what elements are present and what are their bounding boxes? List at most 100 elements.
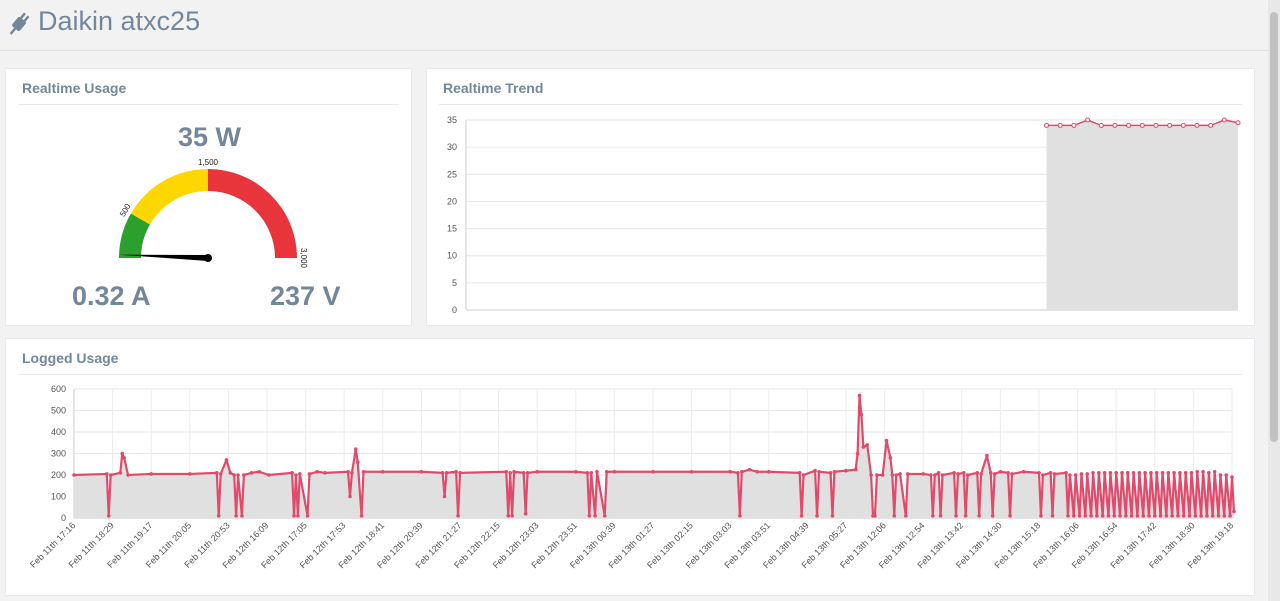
- logged-point: [1143, 471, 1147, 475]
- logged-point: [224, 458, 229, 462]
- power-value: 35 W: [178, 122, 242, 152]
- gauge-tick-label: 1,500: [198, 158, 219, 167]
- logged-point: [359, 514, 364, 518]
- logged-point: [249, 471, 254, 475]
- logged-line: [73, 394, 1236, 517]
- logged-point: [574, 469, 578, 474]
- logged-point: [975, 471, 980, 475]
- logged-point: [936, 471, 941, 475]
- logged-point: [1066, 514, 1070, 518]
- logged-point: [855, 451, 860, 456]
- logged-point: [381, 469, 385, 474]
- logged-point: [990, 514, 995, 518]
- logged-point: [797, 471, 802, 475]
- realtime-trend-panel: Realtime Trend 0 5 10 15 20 25 30 35: [426, 68, 1255, 326]
- logged-point: [1114, 471, 1118, 475]
- y-tick-label: 500: [51, 406, 66, 416]
- logged-point: [1100, 514, 1105, 518]
- trend-point: [1235, 120, 1241, 126]
- logged-point: [884, 438, 889, 443]
- logged-point: [458, 471, 462, 475]
- logged-point: [755, 469, 760, 474]
- logged-point: [830, 514, 835, 518]
- divider: [439, 104, 1242, 105]
- gauge-band-1: [130, 169, 208, 225]
- logged-point: [1124, 514, 1128, 518]
- logged-point: [1085, 472, 1090, 476]
- logged-point: [1164, 514, 1169, 518]
- logged-point: [1160, 471, 1165, 475]
- trend-area: [1046, 120, 1238, 310]
- panel-title-usage: Realtime Usage: [22, 80, 127, 96]
- scrollbar-thumb[interactable]: [1270, 12, 1278, 442]
- logged-point: [257, 469, 262, 474]
- logged-point: [739, 469, 744, 474]
- logged-point: [506, 514, 511, 518]
- trend-point: [1112, 122, 1118, 128]
- logged-point: [188, 472, 192, 476]
- realtime-usage-panel: Realtime Usage 35 W 500 1,500 3,000 0.32 A…: [5, 68, 412, 326]
- logged-point: [894, 473, 898, 477]
- logged-point: [105, 472, 109, 476]
- logged-point: [602, 514, 607, 518]
- logged-point: [1037, 471, 1041, 475]
- logged-point: [305, 514, 310, 518]
- logged-point: [832, 469, 837, 474]
- logged-point: [1201, 469, 1205, 474]
- y-tick-label: 200: [51, 470, 66, 480]
- logged-point: [523, 511, 528, 516]
- logged-point: [828, 471, 833, 475]
- logged-point: [1187, 514, 1192, 518]
- logged-point: [1181, 514, 1186, 518]
- logged-point: [1091, 471, 1095, 475]
- y-tick-label: 0: [452, 305, 457, 315]
- y-tick-label: 400: [51, 427, 66, 437]
- logged-point: [361, 469, 366, 474]
- logged-point: [323, 471, 327, 475]
- logged-point: [1149, 471, 1153, 475]
- logged-point: [521, 471, 526, 475]
- logged-point: [456, 514, 460, 518]
- logged-point: [1064, 471, 1068, 475]
- page-header: Daikin atxc25: [0, 0, 1268, 51]
- logged-point: [1189, 471, 1194, 475]
- scrollbar[interactable]: [1268, 0, 1280, 601]
- logged-point: [353, 447, 358, 451]
- logged-point: [290, 471, 294, 475]
- logged-point: [1112, 514, 1117, 518]
- logged-point: [234, 514, 238, 518]
- logged-point: [1039, 514, 1043, 518]
- logged-point: [898, 472, 902, 476]
- logged-point: [1205, 514, 1209, 518]
- logged-point: [1172, 471, 1176, 475]
- trend-point: [1221, 117, 1227, 123]
- logged-point: [651, 469, 655, 474]
- logged-point: [442, 494, 447, 499]
- logged-point: [938, 514, 943, 518]
- gauge-band-2: [208, 169, 297, 258]
- y-tick-label: 600: [51, 384, 66, 394]
- realtime-trend-chart: 0 5 10 15 20 25 30 35: [447, 115, 1241, 315]
- y-tick-label: 35: [447, 115, 457, 125]
- y-tick-label: 15: [447, 224, 457, 234]
- logged-point: [998, 469, 1003, 474]
- logged-point: [589, 471, 594, 475]
- logged-point: [218, 472, 223, 476]
- logged-point: [857, 393, 862, 398]
- logged-usage-panel: Logged Usage 0 100 200 300 400 500 600 Feb 11th…: [5, 338, 1255, 596]
- logged-point: [1120, 471, 1124, 475]
- trend-point: [1167, 122, 1173, 128]
- logged-point: [1008, 514, 1012, 518]
- logged-point: [242, 473, 246, 477]
- current-value: 0.32 A: [72, 281, 151, 311]
- logged-point: [1118, 514, 1122, 518]
- plug-icon: [9, 12, 30, 35]
- logged-point: [240, 514, 244, 518]
- logged-point: [1083, 514, 1088, 518]
- logged-point: [988, 471, 993, 475]
- logged-point: [952, 471, 956, 475]
- logged-point: [118, 471, 123, 475]
- logged-point: [1108, 471, 1113, 475]
- logged-point: [1106, 514, 1111, 518]
- logged-point: [216, 514, 221, 518]
